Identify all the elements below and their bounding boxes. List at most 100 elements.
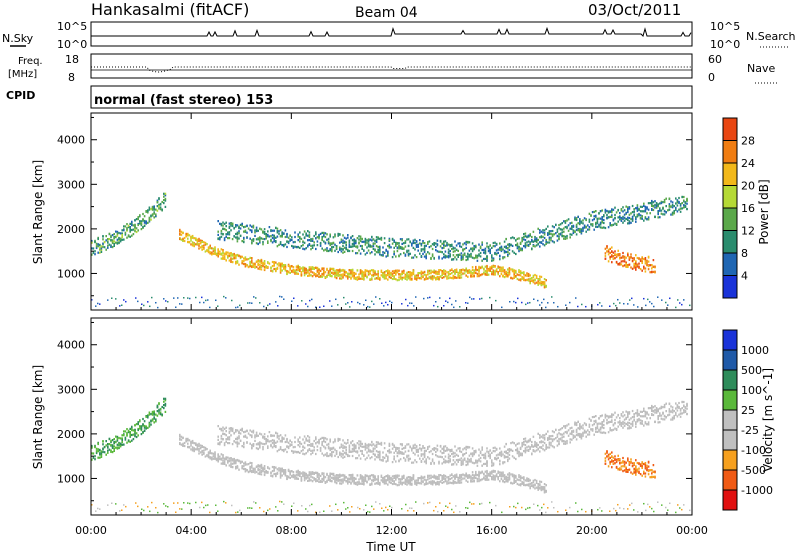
power-cell xyxy=(551,240,554,243)
power-cell xyxy=(483,257,485,261)
velocity-cell xyxy=(436,475,439,479)
velocity-cell xyxy=(198,442,200,445)
velocity-cell xyxy=(284,469,287,472)
velocity-cell xyxy=(358,447,360,450)
power-cell xyxy=(601,218,603,221)
velocity-cell xyxy=(273,469,275,472)
velocity-cell xyxy=(279,447,282,451)
power-cell xyxy=(494,245,496,248)
power-cell xyxy=(334,235,336,238)
velocity-cell xyxy=(372,452,375,456)
power-cell xyxy=(636,209,639,212)
velocity-cell xyxy=(438,474,440,477)
power-cell xyxy=(417,245,419,248)
power-cell xyxy=(651,264,653,267)
velocity-cell xyxy=(471,480,474,483)
power-cell xyxy=(179,228,181,231)
power-cell xyxy=(222,254,224,257)
power-cell xyxy=(179,237,181,241)
velocity-cell xyxy=(351,450,354,453)
power-cell xyxy=(620,263,623,266)
velocity-cell xyxy=(414,482,416,485)
power-cell xyxy=(255,226,258,229)
velocity-cell xyxy=(255,465,258,468)
power-cell xyxy=(551,229,554,233)
power-cell xyxy=(295,272,298,275)
power-cell xyxy=(447,271,450,274)
power-cell xyxy=(228,252,231,255)
velocity-cell xyxy=(249,434,251,437)
velocity-cell xyxy=(385,479,387,482)
power-cell xyxy=(139,220,141,223)
velocity-cell xyxy=(235,429,237,432)
velocity-cell xyxy=(539,480,541,483)
velocity-cell xyxy=(387,479,389,482)
power-cell xyxy=(511,268,514,271)
velocity-cell xyxy=(308,473,311,476)
power-cell xyxy=(486,273,488,276)
power-cell xyxy=(598,225,600,228)
power-cell xyxy=(222,256,224,259)
velocity-cell xyxy=(441,452,443,455)
velocity-cell xyxy=(409,478,411,481)
velocity-cell xyxy=(399,458,402,461)
velocity-cell xyxy=(331,453,333,457)
power-cell xyxy=(550,230,552,233)
velocity-cell xyxy=(212,457,215,460)
power-cell xyxy=(543,286,546,289)
power-cell xyxy=(459,269,461,272)
velocity-cell xyxy=(241,465,243,468)
velocity-cell xyxy=(337,439,339,442)
power-cell xyxy=(350,237,352,240)
power-cell xyxy=(339,277,341,280)
power-cell xyxy=(151,214,154,217)
colorbar-swatch xyxy=(723,275,737,299)
velocity-cell xyxy=(303,479,306,482)
power-cell xyxy=(451,272,453,275)
power-clutter xyxy=(351,301,353,303)
velocity-cell xyxy=(289,473,291,476)
power-cell xyxy=(678,208,680,211)
velocity-cell xyxy=(433,476,435,479)
power-cell xyxy=(347,272,349,275)
power-cell xyxy=(475,267,477,271)
power-cell xyxy=(319,241,322,245)
velocity-cell xyxy=(331,472,333,475)
power-cell xyxy=(527,234,530,237)
power-cell xyxy=(305,232,307,235)
velocity-cell xyxy=(347,477,349,480)
power-clutter xyxy=(383,305,385,307)
power-cell xyxy=(347,277,349,280)
date-title: 03/Oct/2011 xyxy=(588,1,681,19)
velocity-cell xyxy=(406,476,408,479)
power-cell xyxy=(404,245,407,248)
power-cell xyxy=(265,233,267,236)
velocity-cell xyxy=(371,482,373,485)
velocity-cell xyxy=(332,473,335,476)
velocity-cell xyxy=(423,455,426,459)
power-cell xyxy=(515,274,517,278)
velocity-cell xyxy=(324,453,327,456)
power-cell xyxy=(462,254,464,257)
velocity-cell xyxy=(323,454,325,457)
power-cell xyxy=(251,225,253,228)
power-cell xyxy=(403,247,405,250)
power-cell xyxy=(247,266,250,269)
power-clutter xyxy=(489,296,491,299)
velocity-cell xyxy=(492,478,495,481)
power-cell xyxy=(420,244,423,247)
velocity-cell xyxy=(507,476,509,479)
velocity-cell xyxy=(377,450,379,454)
power-cell xyxy=(375,240,378,243)
power-clutter xyxy=(423,297,425,300)
power-cell xyxy=(182,231,184,235)
power-cell xyxy=(470,272,472,275)
power-cell xyxy=(284,267,287,270)
power-cell xyxy=(289,239,291,242)
velocity-cell xyxy=(419,447,421,450)
velocity-cell xyxy=(401,447,403,450)
power-cell xyxy=(217,248,219,251)
power-cell xyxy=(188,240,191,244)
power-clutter xyxy=(509,301,511,303)
power-cell xyxy=(342,269,344,272)
